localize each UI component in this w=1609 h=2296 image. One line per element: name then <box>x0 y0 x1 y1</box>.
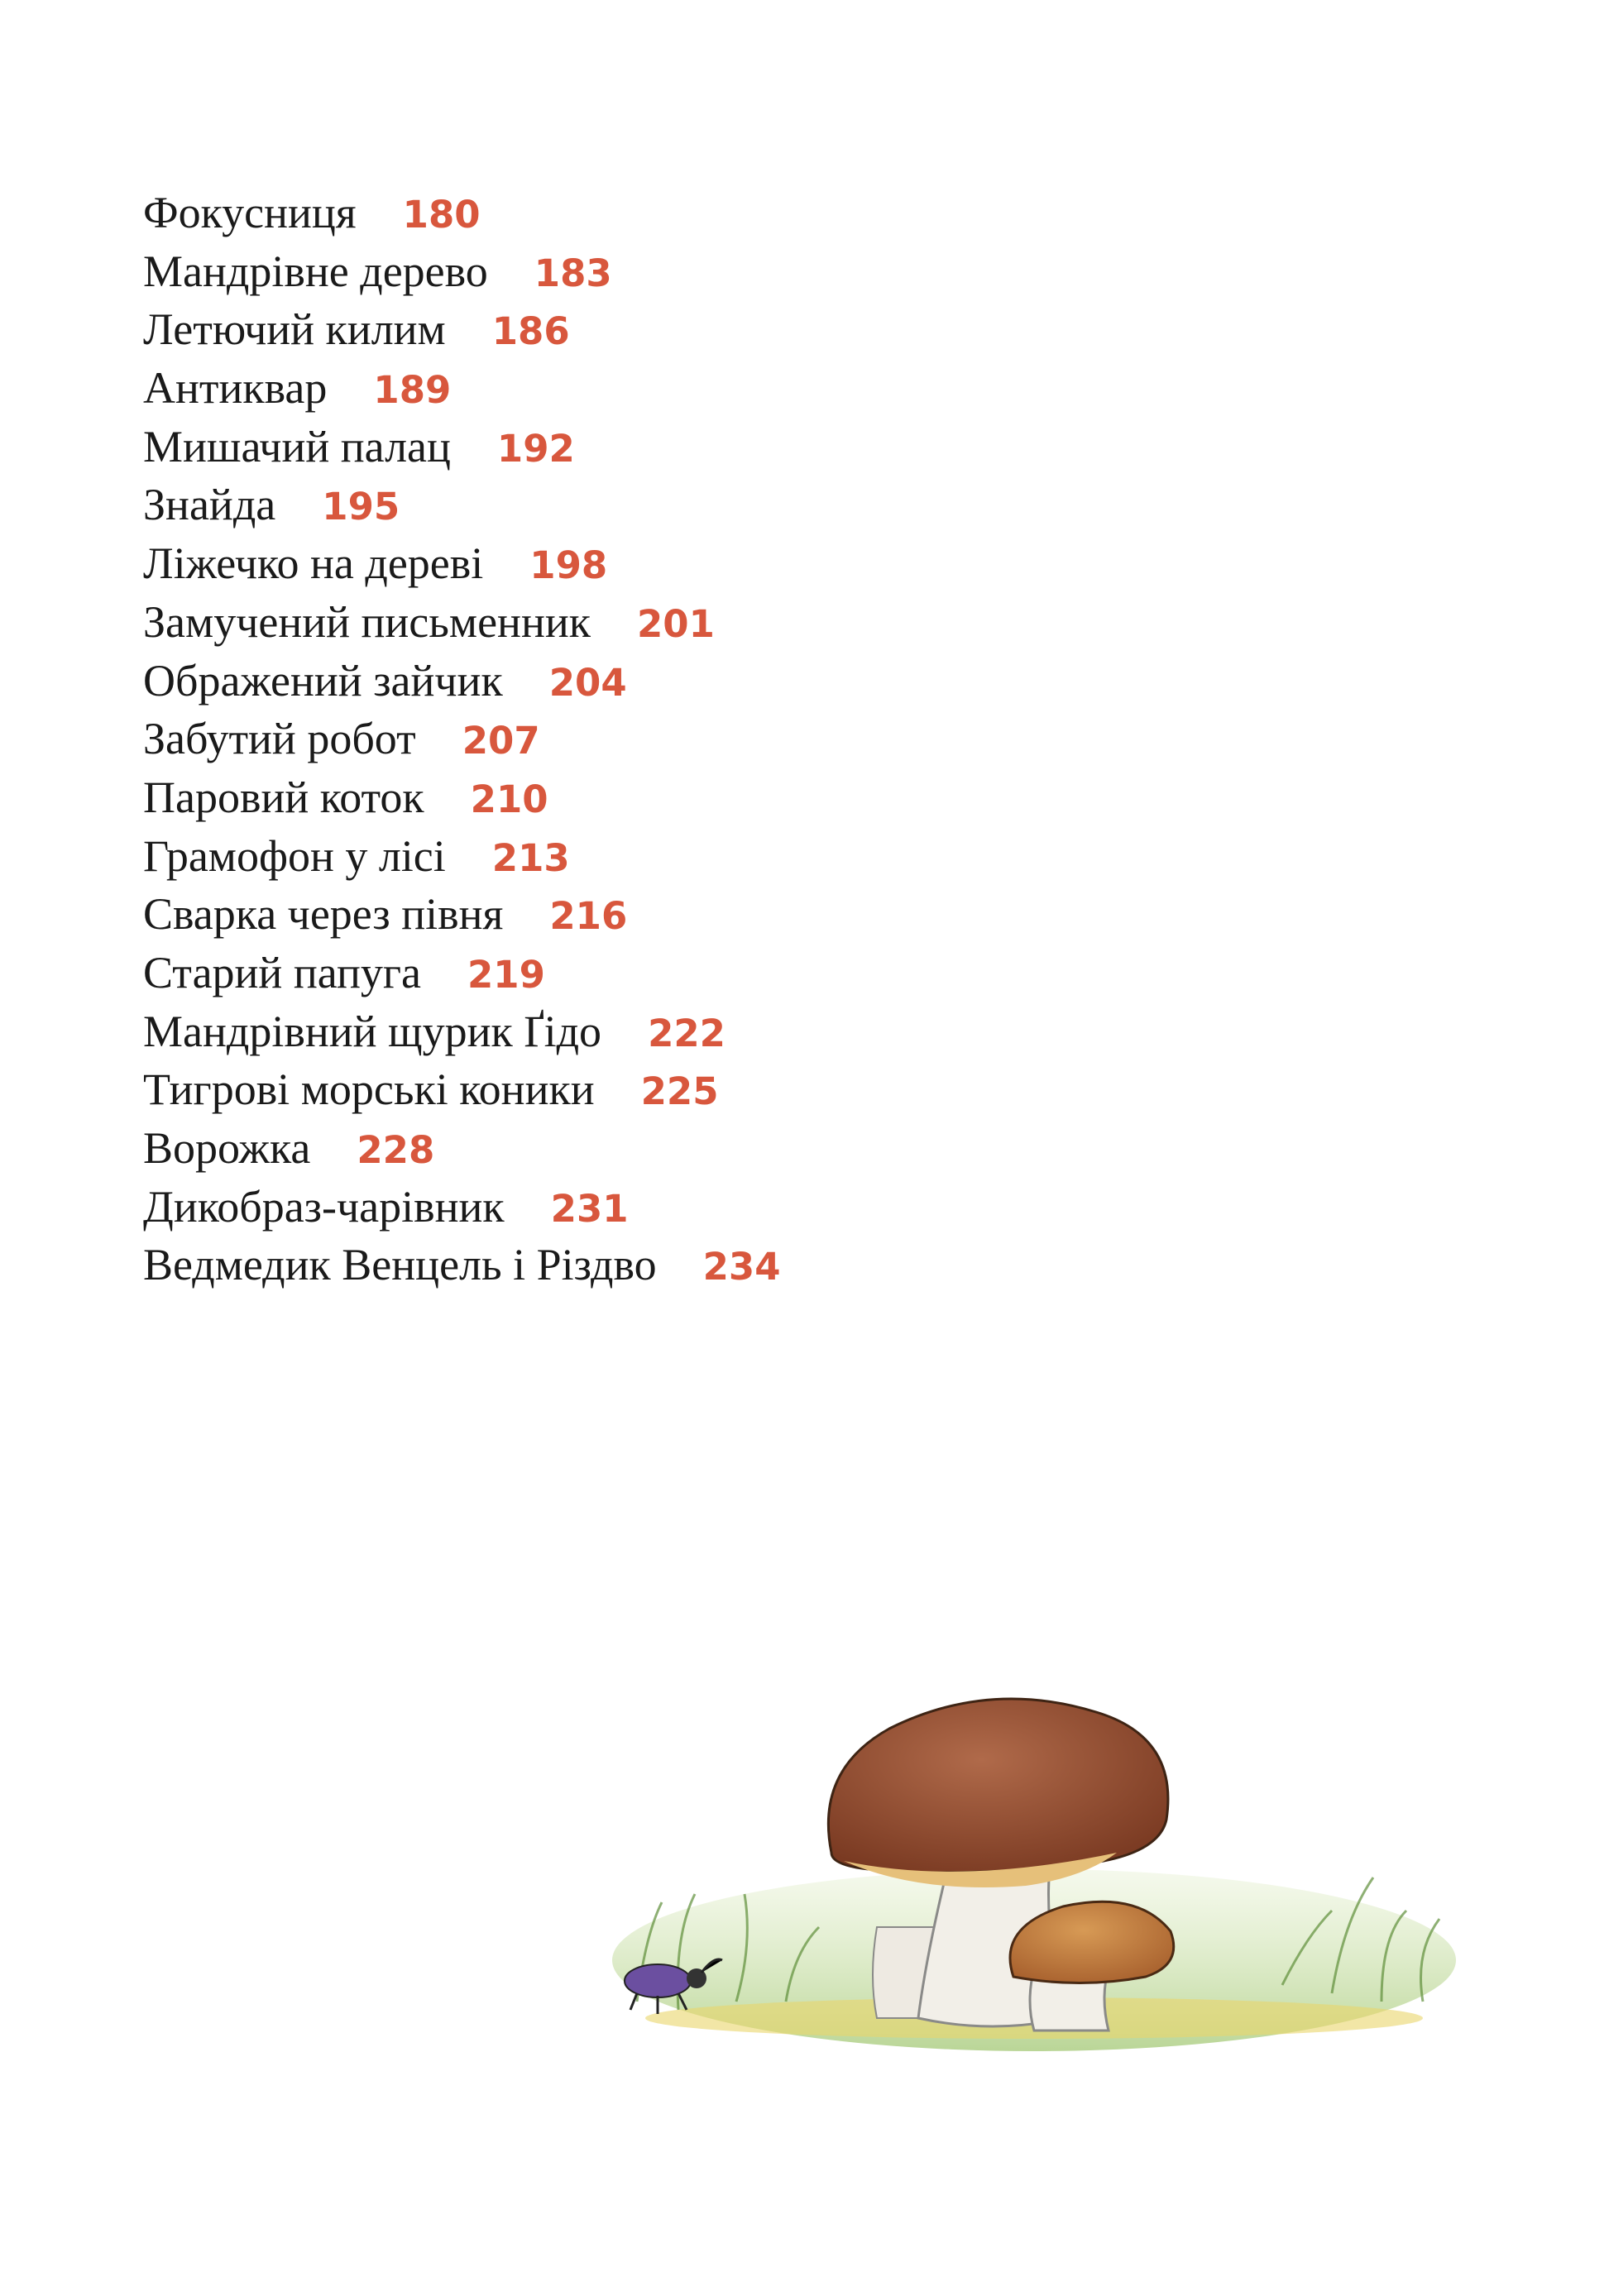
toc-entry: Дикобраз-чарівник 231 <box>143 1178 781 1236</box>
toc-entry: Ворожка 228 <box>143 1119 781 1178</box>
toc-entry: Старий папуга 219 <box>143 944 781 1002</box>
toc-entry: Мандрівний щурик Ґідо 222 <box>143 1002 781 1061</box>
toc-entry: Грамофон у лісі 213 <box>143 827 781 886</box>
entry-page: 204 <box>548 660 627 705</box>
entry-page: 189 <box>373 368 452 413</box>
entry-title: Дикобраз-чарівник <box>143 1181 505 1232</box>
entry-page: 201 <box>636 601 715 646</box>
entry-title: Летючий килим <box>143 304 446 355</box>
toc-entry: Ображений зайчик 204 <box>143 652 781 710</box>
entry-page: 183 <box>534 251 612 295</box>
entry-title: Антиквар <box>143 363 328 414</box>
toc-entry: Сварка через півня 216 <box>143 885 781 944</box>
entry-page: 180 <box>402 193 481 237</box>
toc-entry: Паровий коток 210 <box>143 768 781 827</box>
entry-page: 222 <box>648 1011 725 1055</box>
table-of-contents: Фокусниця 180 Мандрівне дерево 183 Летючий к… <box>143 184 781 1294</box>
toc-entry: Мишачий палац 192 <box>143 418 781 476</box>
entry-page: 228 <box>357 1128 435 1172</box>
entry-title: Замучений письменник <box>143 596 591 647</box>
entry-page: 210 <box>470 777 548 821</box>
entry-title: Ведмедик Венцель і Різдво <box>143 1240 657 1290</box>
entry-page: 234 <box>702 1245 781 1289</box>
entry-title: Ліжечко на дереві <box>143 538 484 589</box>
entry-title: Мандрівний щурик Ґідо <box>143 1006 602 1056</box>
entry-page: 207 <box>462 719 540 763</box>
toc-entry: Мандрівне дерево 183 <box>143 242 781 301</box>
toc-entry: Фокусниця 180 <box>143 184 781 242</box>
toc-entry: Ведмедик Венцель і Різдво 234 <box>143 1236 781 1294</box>
entry-title: Паровий коток <box>143 772 424 822</box>
entry-page: 216 <box>549 894 628 939</box>
entry-title: Ображений зайчик <box>143 655 503 706</box>
toc-entry: Тигрові морські коники 225 <box>143 1060 781 1119</box>
entry-page: 186 <box>491 309 570 354</box>
entry-page: 195 <box>322 485 400 529</box>
toc-entry: Забутий робот 207 <box>143 710 781 768</box>
beetle <box>624 1958 723 2014</box>
toc-entry: Антиквар 189 <box>143 359 781 418</box>
entry-page: 198 <box>529 543 608 588</box>
toc-entry: Знайда 195 <box>143 476 781 534</box>
entry-page: 225 <box>640 1069 719 1114</box>
entry-title: Мишачий палац <box>143 421 451 471</box>
entry-title: Грамофон у лісі <box>143 830 446 881</box>
toc-entry: Летючий килим 186 <box>143 300 781 359</box>
entry-page: 231 <box>550 1186 629 1231</box>
entry-title: Мандрівне дерево <box>143 246 488 296</box>
entry-title: Сварка через півня <box>143 889 504 940</box>
entry-title: Тигрові морські коники <box>143 1064 595 1115</box>
toc-entry: Замучений письменник 201 <box>143 593 781 652</box>
toc-entry: Ліжечко на дереві 198 <box>143 534 781 593</box>
entry-page: 213 <box>491 835 570 880</box>
entry-page: 192 <box>496 426 575 471</box>
mushroom-illustration <box>612 1697 1456 2051</box>
entry-title: Забутий робот <box>143 714 416 764</box>
entry-title: Знайда <box>143 480 276 530</box>
entry-page: 219 <box>467 952 545 997</box>
entry-title: Ворожка <box>143 1123 311 1173</box>
entry-title: Старий папуга <box>143 947 421 997</box>
entry-title: Фокусниця <box>143 188 357 237</box>
